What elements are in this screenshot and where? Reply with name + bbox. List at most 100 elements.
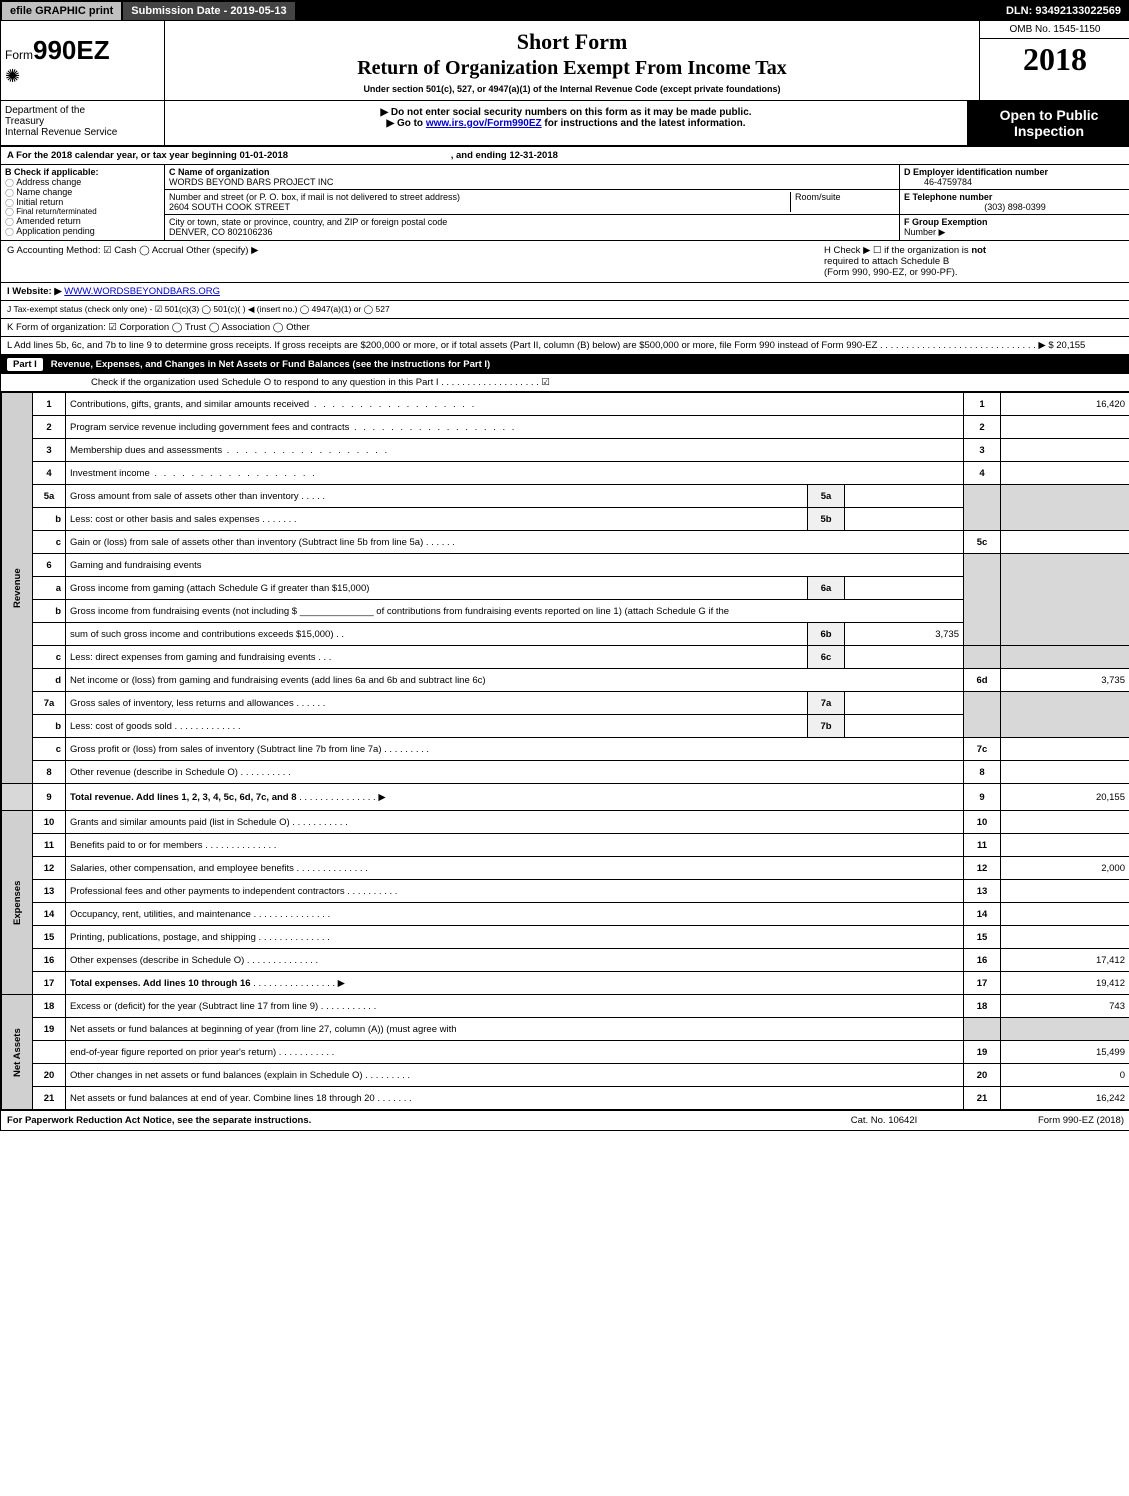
ln-12-val: 2,000 [1001, 857, 1129, 880]
ln-10-col: 10 [964, 811, 1001, 834]
ln-6b2-no [33, 623, 66, 646]
ln-17-desc: Total expenses. Add lines 10 through 16 [70, 978, 251, 989]
line-a: A For the 2018 calendar year, or tax yea… [1, 147, 1129, 165]
form-page: efile GRAPHIC print Submission Date - 20… [0, 0, 1129, 1131]
ln-6c-mini: 6c [808, 646, 845, 669]
form-title-2: Return of Organization Exempt From Incom… [175, 57, 969, 80]
ln-7a-desc: Gross sales of inventory, less returns a… [70, 698, 294, 709]
irs-link[interactable]: www.irs.gov/Form990EZ [426, 118, 542, 129]
l-text: L Add lines 5b, 6c, and 7b to line 9 to … [7, 340, 1056, 351]
table-row: c Gross profit or (loss) from sales of i… [2, 738, 1129, 761]
ln-5b-desc: Less: cost or other basis and sales expe… [70, 514, 260, 525]
dept-instructions: ▶ Do not enter social security numbers o… [165, 101, 967, 145]
ln-21-col: 21 [964, 1087, 1001, 1110]
ln-5c-val [1001, 531, 1129, 554]
ln-20-val: 0 [1001, 1064, 1129, 1087]
ln-5c-no: c [33, 531, 66, 554]
ln-6a-mval [845, 577, 964, 600]
chk-application-pending[interactable]: Application pending [5, 226, 160, 236]
h-check: H Check ▶ ☐ if the organization is not r… [824, 245, 1124, 278]
ln-6b2-mval: 3,735 [845, 623, 964, 646]
ln-21-desc: Net assets or fund balances at end of ye… [70, 1093, 375, 1104]
ln-7c-desc: Gross profit or (loss) from sales of inv… [70, 744, 382, 755]
otp-line-2: Inspection [1014, 123, 1084, 139]
ln-6a-mini: 6a [808, 577, 845, 600]
ln-7c-no: c [33, 738, 66, 761]
shaded-cell [964, 1018, 1001, 1041]
table-row: c Gain or (loss) from sale of assets oth… [2, 531, 1129, 554]
dept-line-3: Internal Revenue Service [5, 127, 117, 138]
ln-11-val [1001, 834, 1129, 857]
chk-final-return[interactable]: Final return/terminated [5, 207, 160, 216]
ln-2-val [1001, 416, 1129, 439]
ln-5c-col: 5c [964, 531, 1001, 554]
chk-amended-return[interactable]: Amended return [5, 216, 160, 226]
part-1-title: Revenue, Expenses, and Changes in Net As… [51, 359, 490, 370]
ln-3-no: 3 [33, 439, 66, 462]
shaded-cell [1001, 692, 1129, 738]
ln-2-col: 2 [964, 416, 1001, 439]
shaded-cell [1001, 485, 1129, 531]
ln-7b-desc: Less: cost of goods sold [70, 721, 172, 732]
f-label-2: Number ▶ [904, 227, 945, 237]
c-addr-label: Number and street (or P. O. box, if mail… [169, 192, 460, 202]
header-right-block: OMB No. 1545-1150 2018 [979, 21, 1129, 100]
side-label-expenses: Expenses [2, 811, 33, 995]
ln-4-no: 4 [33, 462, 66, 485]
shaded-cell [1001, 1018, 1129, 1041]
ln-14-desc: Occupancy, rent, utilities, and maintena… [70, 909, 251, 920]
h-text-1: H Check ▶ ☐ if the organization is [824, 245, 971, 256]
ln-19b-no [33, 1041, 66, 1064]
ln-6b-no: b [33, 600, 66, 623]
table-row: 6 Gaming and fundraising events [2, 554, 1129, 577]
ln-16-col: 16 [964, 949, 1001, 972]
g-accounting: G Accounting Method: ☑ Cash ◯ Accrual Ot… [7, 245, 824, 278]
ln-19b-desc: end-of-year figure reported on prior yea… [70, 1047, 276, 1058]
form-no-text: 990EZ [33, 35, 110, 65]
ln-3-col: 3 [964, 439, 1001, 462]
table-row: a Gross income from gaming (attach Sched… [2, 577, 1129, 600]
ln-6d-col: 6d [964, 669, 1001, 692]
ln-14-no: 14 [33, 903, 66, 926]
phone-value: (303) 898-0399 [904, 202, 1126, 212]
footer-form-no: Form 990-EZ (2018) [964, 1115, 1124, 1126]
ln-7a-no: 7a [33, 692, 66, 715]
side-empty [2, 784, 33, 811]
col-b-checkboxes: B Check if applicable: Address change Na… [1, 165, 165, 240]
footer: For Paperwork Reduction Act Notice, see … [1, 1110, 1129, 1130]
ln-8-val [1001, 761, 1129, 784]
f-label: F Group Exemption [904, 217, 988, 227]
part-1-sub: Check if the organization used Schedule … [1, 374, 1129, 392]
ln-18-col: 18 [964, 995, 1001, 1018]
ln-17-no: 17 [33, 972, 66, 995]
footer-left: For Paperwork Reduction Act Notice, see … [7, 1115, 804, 1126]
chk-name-change[interactable]: Name change [5, 187, 160, 197]
ln-15-val [1001, 926, 1129, 949]
ln-10-val [1001, 811, 1129, 834]
c-name-label: C Name of organization [169, 167, 270, 177]
ln-6-no: 6 [33, 554, 66, 577]
tax-year: 2018 [980, 39, 1129, 80]
i-label: I Website: ▶ [7, 286, 62, 297]
side-label-net-assets: Net Assets [2, 995, 33, 1110]
h-text-2: required to attach Schedule B [824, 256, 949, 267]
form-number-block: Form990EZ ✺ [1, 21, 165, 100]
chk-address-change[interactable]: Address change [5, 177, 160, 187]
table-row: 19 Net assets or fund balances at beginn… [2, 1018, 1129, 1041]
org-name: WORDS BEYOND BARS PROJECT INC [169, 177, 333, 187]
row-l: L Add lines 5b, 6c, and 7b to line 9 to … [1, 337, 1129, 355]
table-row: b Less: cost or other basis and sales ex… [2, 508, 1129, 531]
line-a-end: , and ending 12-31-2018 [451, 150, 558, 161]
shaded-cell [1001, 646, 1129, 669]
table-row: 17 Total expenses. Add lines 10 through … [2, 972, 1129, 995]
ln-1-no: 1 [33, 393, 66, 416]
ln-8-no: 8 [33, 761, 66, 784]
ln-6b-desc: Gross income from fundraising events (no… [66, 600, 964, 623]
e-label: E Telephone number [904, 192, 992, 202]
chk-initial-return[interactable]: Initial return [5, 197, 160, 207]
shaded-cell [964, 485, 1001, 531]
lines-table: Revenue 1 Contributions, gifts, grants, … [1, 392, 1129, 1110]
instr-2-pre: ▶ Go to [386, 118, 425, 129]
efile-tag: efile GRAPHIC print [1, 1, 122, 21]
website-link[interactable]: WWW.WORDSBEYONDBARS.ORG [64, 286, 220, 297]
